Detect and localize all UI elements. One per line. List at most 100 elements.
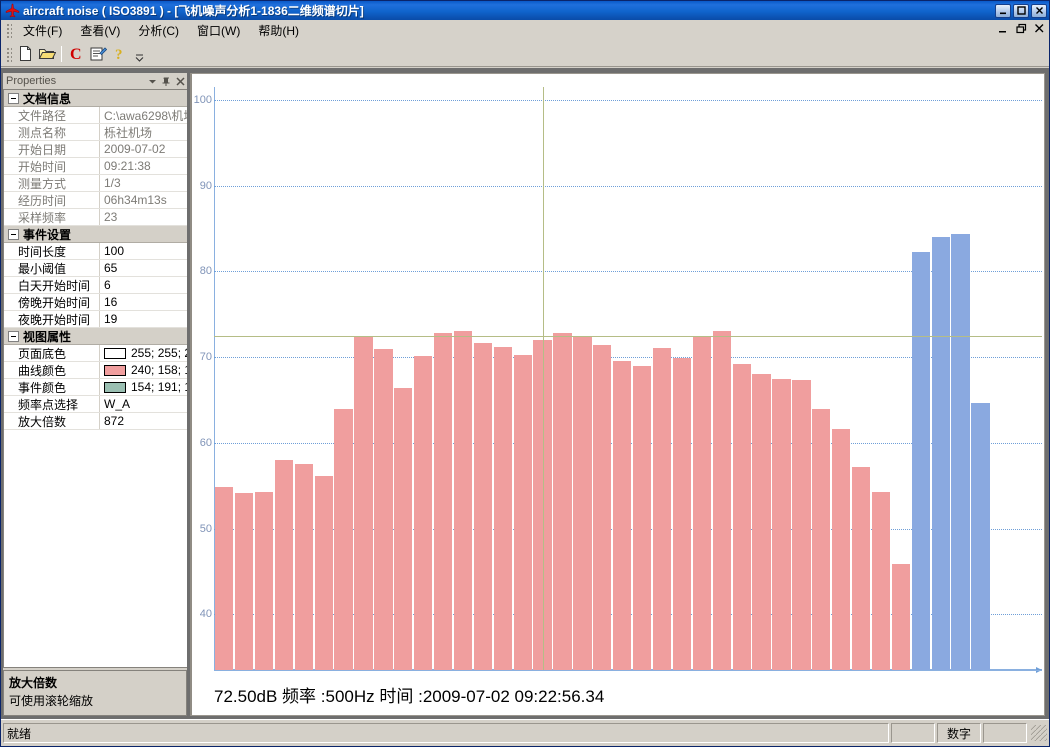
close-button[interactable] xyxy=(1031,3,1047,18)
bar-curve[interactable] xyxy=(712,331,731,670)
calibrate-c-icon[interactable]: C xyxy=(65,43,87,65)
bar-curve[interactable] xyxy=(473,343,493,670)
property-value[interactable]: 16 xyxy=(104,295,118,309)
menu-view[interactable]: 查看(V) xyxy=(80,23,121,38)
property-row[interactable]: 测点名称 栎社机场 xyxy=(4,124,187,141)
bar-curve[interactable] xyxy=(871,491,891,670)
menu-analyze[interactable]: 分析(C) xyxy=(138,23,179,38)
property-group-1[interactable]: 文档信息 xyxy=(4,90,187,107)
bar-curve[interactable] xyxy=(752,374,771,670)
open-folder-icon[interactable] xyxy=(36,43,58,65)
new-document-icon[interactable] xyxy=(14,43,36,65)
bar-curve[interactable] xyxy=(314,476,333,670)
bar-curve[interactable] xyxy=(374,348,393,670)
vertical-cursor-line[interactable] xyxy=(543,87,545,670)
property-row[interactable]: 夜晚开始时间 19 xyxy=(4,311,187,328)
collapse-minus-icon[interactable] xyxy=(8,228,19,240)
bar-curve[interactable] xyxy=(513,354,532,670)
bar-curve[interactable] xyxy=(334,408,353,670)
property-value[interactable]: 154; 191; 18 xyxy=(100,379,187,395)
collapse-minus-icon[interactable] xyxy=(8,330,19,342)
property-row[interactable]: 时间长度 100 xyxy=(4,243,187,260)
property-value[interactable]: 2009-07-02 xyxy=(104,142,166,156)
property-value[interactable]: 栎社机场 xyxy=(104,125,153,140)
property-value[interactable]: 240; 158; 15 xyxy=(100,362,187,378)
bar-curve[interactable] xyxy=(533,339,552,670)
property-value[interactable]: 09:21:38 xyxy=(104,159,151,173)
bar-event[interactable] xyxy=(951,234,970,670)
bar-curve[interactable] xyxy=(812,408,831,670)
bar-curve[interactable] xyxy=(692,336,711,670)
property-value[interactable]: 255; 255; 25 xyxy=(100,345,187,361)
bar-curve[interactable] xyxy=(851,466,871,670)
property-row[interactable]: 放大倍数 872 xyxy=(4,413,187,430)
property-value[interactable]: 19 xyxy=(104,312,118,326)
properties-grid[interactable]: 文档信息 文件路径 C:\awa6298\机场 测点名称 栎社机场 开始日期 2009-07… xyxy=(3,89,187,668)
property-value[interactable]: 23 xyxy=(104,210,118,224)
bar-curve[interactable] xyxy=(234,493,254,670)
bar-curve[interactable] xyxy=(493,346,512,670)
bar-curve[interactable] xyxy=(832,429,851,670)
property-row[interactable]: 开始日期 2009-07-02 xyxy=(4,141,187,158)
plot-area[interactable]: 100 90 80 70 60 50 40 xyxy=(194,87,1042,673)
property-value[interactable]: C:\awa6298\机场 xyxy=(104,108,187,123)
property-row[interactable]: 开始时间 09:21:38 xyxy=(4,158,187,175)
property-row[interactable]: 页面底色 255; 255; 25 xyxy=(4,345,187,362)
bar-curve[interactable] xyxy=(453,331,473,670)
bar-curve[interactable] xyxy=(652,347,672,670)
property-row[interactable]: 最小阈值 65 xyxy=(4,260,187,277)
toolbar-overflow-chevron-down-icon[interactable] xyxy=(133,43,145,65)
property-row[interactable]: 经历时间 06h34m13s xyxy=(4,192,187,209)
bar-curve[interactable] xyxy=(254,491,274,670)
bar-curve[interactable] xyxy=(672,357,692,670)
properties-icon[interactable] xyxy=(87,43,109,65)
bar-curve[interactable] xyxy=(632,365,652,670)
property-group-3[interactable]: 视图属性 xyxy=(4,328,187,345)
chevron-down-icon[interactable] xyxy=(145,74,159,88)
property-value[interactable]: W_A xyxy=(104,397,131,411)
bar-curve[interactable] xyxy=(414,356,433,670)
property-group-2[interactable]: 事件设置 xyxy=(4,226,187,243)
bar-event[interactable] xyxy=(971,402,990,670)
property-row[interactable]: 文件路径 C:\awa6298\机场 xyxy=(4,107,187,124)
property-value[interactable]: 65 xyxy=(104,261,118,275)
collapse-minus-icon[interactable] xyxy=(8,92,19,104)
property-row[interactable]: 频率点选择 W_A xyxy=(4,396,187,413)
mdi-minimize-button[interactable] xyxy=(998,23,1009,34)
menu-file[interactable]: 文件(F) xyxy=(23,23,63,38)
resize-grip-icon[interactable] xyxy=(1031,725,1047,741)
property-row[interactable]: 曲线颜色 240; 158; 15 xyxy=(4,362,187,379)
bar-curve[interactable] xyxy=(394,387,413,670)
bar-curve[interactable] xyxy=(613,360,632,670)
bar-curve[interactable] xyxy=(792,380,811,670)
property-row[interactable]: 事件颜色 154; 191; 18 xyxy=(4,379,187,396)
color-swatch[interactable] xyxy=(104,347,126,359)
maximize-button[interactable] xyxy=(1013,3,1029,18)
property-value[interactable]: 1/3 xyxy=(104,176,121,190)
bar-curve[interactable] xyxy=(891,563,911,670)
bar-curve[interactable] xyxy=(772,378,791,670)
minimize-button[interactable] xyxy=(995,3,1011,18)
menu-help[interactable]: 帮助(H) xyxy=(258,23,299,38)
property-value[interactable]: 06h34m13s xyxy=(104,193,167,207)
mdi-close-button[interactable] xyxy=(1034,23,1045,34)
bar-curve[interactable] xyxy=(274,459,293,670)
bar-curve[interactable] xyxy=(593,345,612,670)
property-value[interactable]: 100 xyxy=(104,244,125,258)
property-row[interactable]: 白天开始时间 6 xyxy=(4,277,187,294)
menu-window[interactable]: 窗口(W) xyxy=(197,23,241,38)
bar-curve[interactable] xyxy=(573,337,592,670)
property-row[interactable]: 傍晚开始时间 16 xyxy=(4,294,187,311)
property-value[interactable]: 872 xyxy=(104,414,125,428)
toolbar-grip-handle[interactable] xyxy=(5,45,12,62)
help-question-icon[interactable]: ? xyxy=(109,43,131,65)
bar-curve[interactable] xyxy=(294,464,313,670)
color-swatch[interactable] xyxy=(104,364,126,376)
property-row[interactable]: 采样频率 23 xyxy=(4,209,187,226)
mdi-restore-button[interactable] xyxy=(1016,23,1027,34)
pin-icon[interactable] xyxy=(159,74,173,88)
color-swatch[interactable] xyxy=(104,381,126,393)
bar-event[interactable] xyxy=(931,237,950,670)
chart-canvas[interactable]: 100 90 80 70 60 50 40 72.50dB 频率 :500Hz 时间 :20… xyxy=(192,74,1044,715)
bar-curve[interactable] xyxy=(553,333,572,670)
